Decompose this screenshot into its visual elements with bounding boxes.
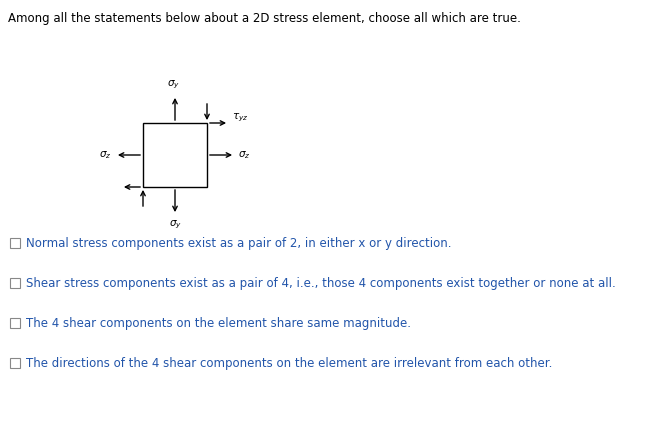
Text: $\sigma_z$: $\sigma_z$ — [99, 149, 112, 161]
Text: $\tau_{yz}$: $\tau_{yz}$ — [232, 112, 248, 124]
Text: The directions of the 4 shear components on the element are irrelevant from each: The directions of the 4 shear components… — [26, 356, 552, 369]
Text: Normal stress components exist as a pair of 2, in either x or y direction.: Normal stress components exist as a pair… — [26, 236, 452, 250]
Bar — [10, 318, 20, 328]
Bar — [10, 238, 20, 248]
Text: Among all the statements below about a 2D stress element, choose all which are t: Among all the statements below about a 2… — [8, 12, 521, 25]
Text: $\sigma_z$: $\sigma_z$ — [238, 149, 250, 161]
Bar — [10, 278, 20, 288]
Text: $\sigma_y$: $\sigma_y$ — [168, 219, 181, 231]
Text: Shear stress components exist as a pair of 4, i.e., those 4 components exist tog: Shear stress components exist as a pair … — [26, 277, 616, 290]
Bar — [10, 358, 20, 368]
Text: The 4 shear components on the element share same magnitude.: The 4 shear components on the element sh… — [26, 317, 411, 329]
Bar — [143, 123, 207, 187]
Text: $\sigma_y$: $\sigma_y$ — [166, 79, 179, 91]
